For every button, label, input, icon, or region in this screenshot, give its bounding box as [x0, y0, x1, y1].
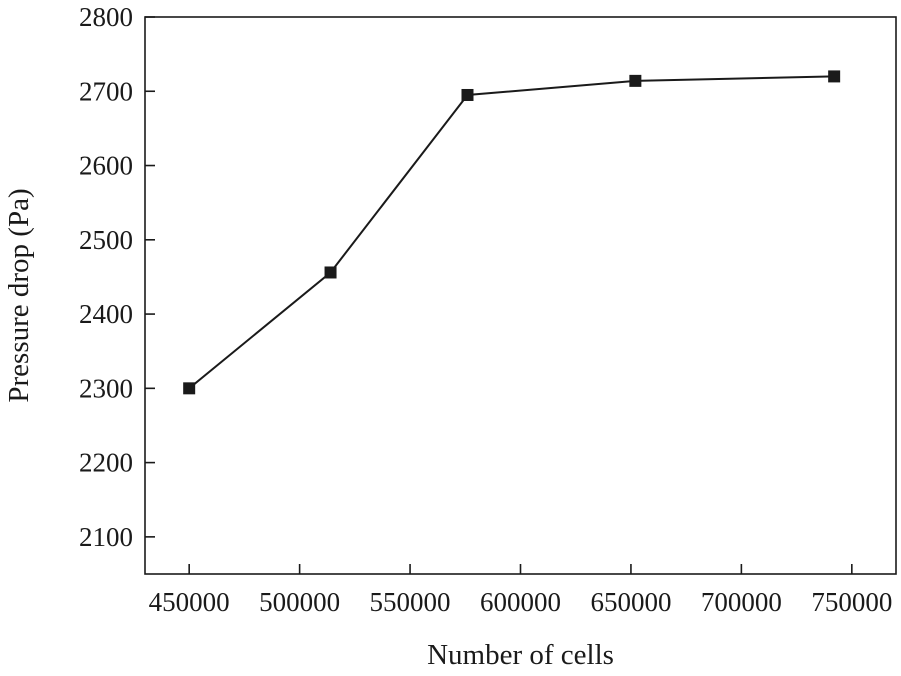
y-tick-label: 2300 — [79, 373, 133, 403]
y-tick-label: 2200 — [79, 448, 133, 478]
x-tick-label: 700000 — [701, 587, 782, 617]
y-tick-label: 2100 — [79, 522, 133, 552]
x-tick-label: 450000 — [149, 587, 230, 617]
y-tick-label: 2800 — [79, 2, 133, 32]
y-tick-label: 2700 — [79, 76, 133, 106]
y-tick-label: 2500 — [79, 225, 133, 255]
series-layer — [183, 70, 841, 395]
data-point-marker — [828, 70, 841, 83]
y-tick-label: 2400 — [79, 299, 133, 329]
x-axis-ticks: 450000 500000 550000 600000 650000 700000 7500… — [149, 564, 892, 617]
x-tick-label: 650000 — [590, 587, 671, 617]
data-point-marker — [629, 74, 642, 87]
x-tick-label: 600000 — [480, 587, 561, 617]
x-tick-label: 750000 — [811, 587, 892, 617]
data-point-marker — [324, 266, 337, 279]
plot-frame — [144, 16, 897, 575]
data-point-marker — [461, 88, 474, 101]
y-axis-ticks: 2100 2200 2300 2400 2500 2600 2700 2800 — [79, 2, 155, 552]
data-point-marker — [183, 382, 196, 395]
y-axis-title: Pressure drop (Pa) — [3, 188, 35, 402]
y-tick-label: 2600 — [79, 151, 133, 181]
x-tick-label: 500000 — [259, 587, 340, 617]
series-line — [188, 75, 835, 390]
x-axis-title: Number of cells — [427, 639, 614, 671]
x-tick-label: 550000 — [370, 587, 451, 617]
